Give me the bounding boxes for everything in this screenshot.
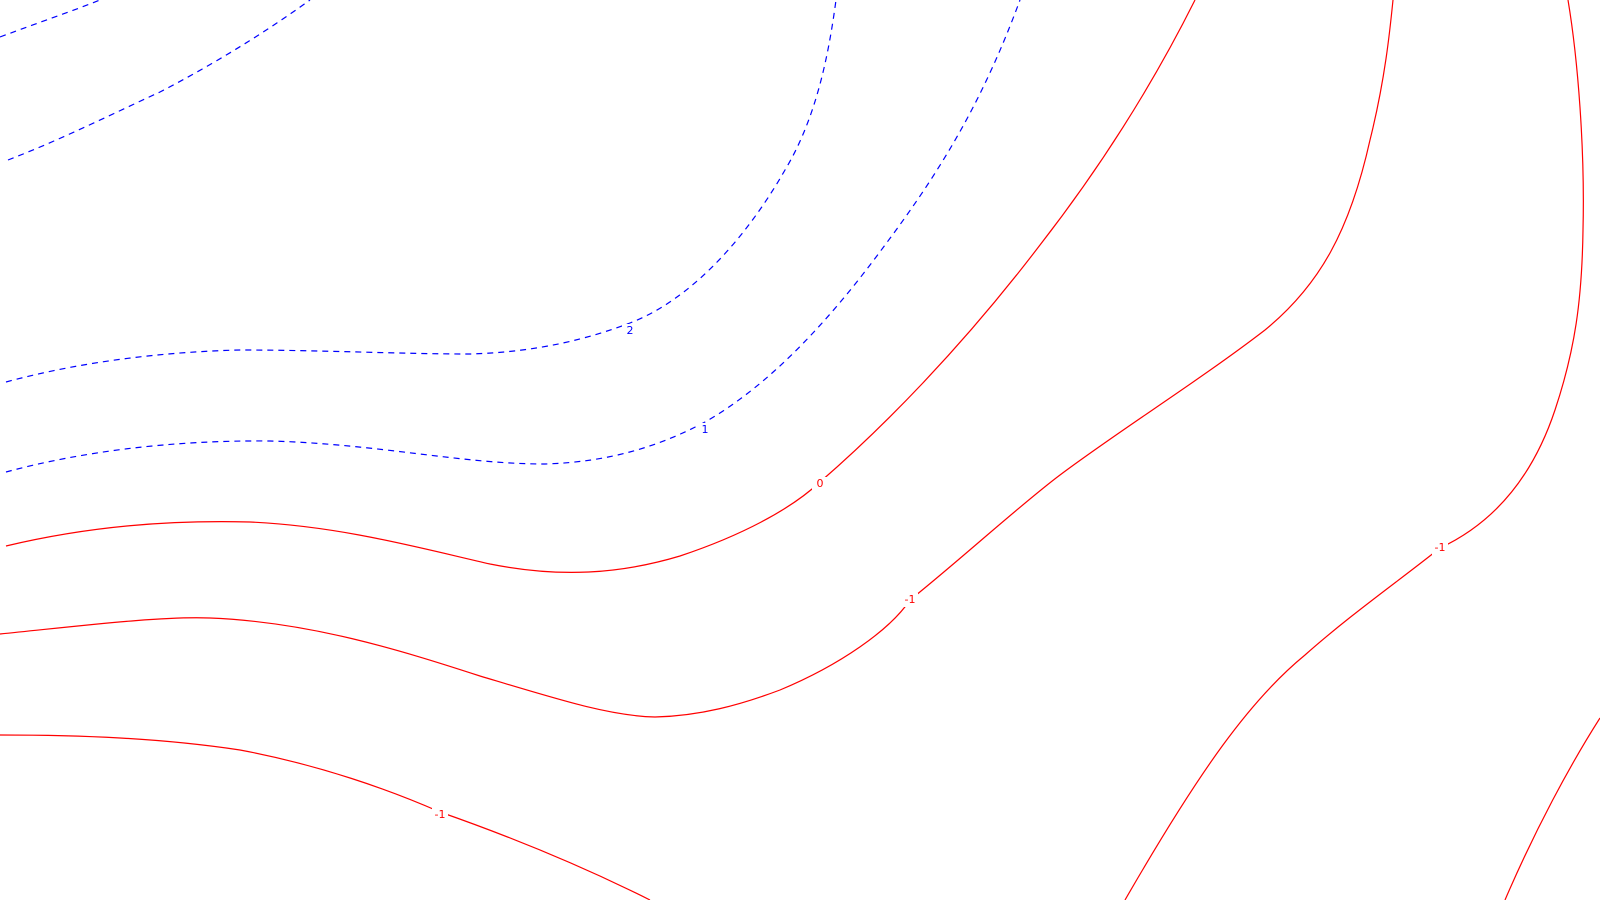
contour-label: -1 <box>1435 541 1446 554</box>
contour-label-background <box>697 423 713 437</box>
contour-label: 1 <box>702 423 709 436</box>
contour-line-level-neg2 <box>1504 717 1600 900</box>
contour-label-background <box>902 593 918 607</box>
contour-line-level-neg1 <box>1124 0 1584 900</box>
contour-line-level-4 <box>0 0 101 38</box>
contour-label-background <box>622 324 638 338</box>
contour-label-background <box>432 808 448 822</box>
contour-label: 0 <box>817 477 824 490</box>
contour-label: 2 <box>627 324 634 337</box>
contour-label-background <box>812 477 828 491</box>
contour-line-level-2 <box>5 0 837 383</box>
contour-labels: 2 1 0 -1 -1 -1 <box>432 324 1448 822</box>
contour-label: -1 <box>435 808 446 821</box>
contour-line-level-0 <box>5 0 1196 573</box>
contour-line-level-1 <box>5 0 1021 473</box>
contour-line-level-neg1 <box>0 734 651 900</box>
contour-label-background <box>1432 541 1448 555</box>
contour-line-level-neg1 <box>0 0 1394 718</box>
contour-line-level-3 <box>7 0 311 161</box>
contour-label: -1 <box>905 593 916 606</box>
